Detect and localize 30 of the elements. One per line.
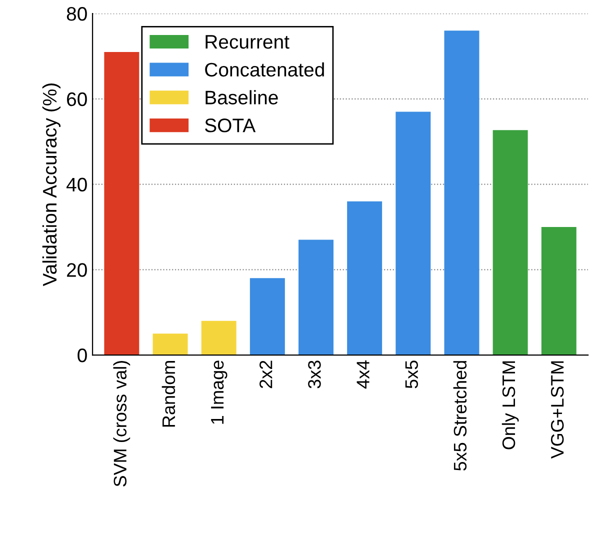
legend-label: SOTA xyxy=(205,118,256,132)
y-tick-label: 20 xyxy=(67,263,87,277)
legend-label: Baseline xyxy=(206,90,278,104)
x-tick-label: 3x3 xyxy=(308,360,321,388)
bar xyxy=(152,334,188,356)
y-tick-label: 40 xyxy=(66,178,87,192)
x-tick-label: Only LSTM xyxy=(502,361,519,450)
bar xyxy=(250,278,285,356)
y-tick-label: 60 xyxy=(67,92,87,106)
bar xyxy=(201,320,236,356)
y-tick-label: 0 xyxy=(78,348,87,362)
x-tick-label: 1 Image xyxy=(211,360,228,424)
x-tick-label: 5x5 xyxy=(405,360,418,388)
bar xyxy=(104,52,140,356)
legend-label: Recurrent xyxy=(206,35,290,49)
bar xyxy=(396,112,431,356)
bar xyxy=(298,240,334,356)
bar xyxy=(444,30,480,356)
y-axis-title: Validation Accuracy (%) xyxy=(42,84,60,286)
legend-label: Concatenated xyxy=(205,62,324,77)
bar xyxy=(541,226,576,356)
bar xyxy=(492,130,528,356)
x-tick-label: Random xyxy=(162,361,176,427)
bar xyxy=(347,201,382,356)
x-tick-label: 2x2 xyxy=(259,360,272,388)
x-tick-label: SVM (cross val) xyxy=(113,360,130,486)
x-tick-label: 4x4 xyxy=(356,360,370,389)
y-tick-label: 80 xyxy=(66,7,87,21)
x-tick-label: 5x5 Stretched xyxy=(453,361,467,471)
x-tick-label: VGG+LSTM xyxy=(550,361,564,459)
